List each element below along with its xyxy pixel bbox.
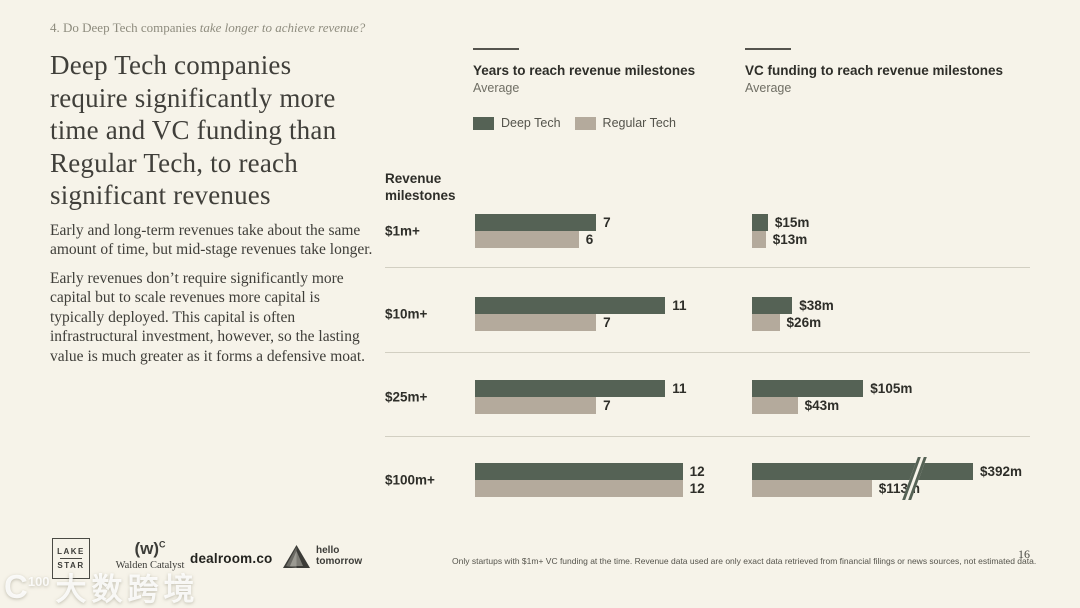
legend-item-regular-tech: Regular Tech bbox=[574, 116, 676, 130]
body-paragraph-2: Early revenues don’t require significant… bbox=[50, 269, 366, 365]
funding-regular-bar bbox=[752, 480, 872, 497]
years-regular-value: 6 bbox=[585, 232, 594, 247]
hello-tomorrow-label: hello tomorrow bbox=[316, 545, 363, 567]
funding-deep-bar bbox=[752, 297, 793, 314]
years-regular-value: 7 bbox=[603, 315, 611, 330]
milestone-row-1m: $1m+ 7 6 $15m $13m bbox=[385, 214, 1030, 248]
funding-deep-value: $105m bbox=[870, 381, 913, 396]
dealroom-logo: dealroom.co bbox=[190, 551, 273, 566]
chart2-subtitle: Average bbox=[745, 81, 792, 95]
funding-regular-bar bbox=[752, 231, 766, 248]
lakestar-logo-line1: LAKE bbox=[57, 547, 85, 556]
deep-tech-swatch-icon bbox=[473, 116, 494, 130]
hello-tomorrow-icon bbox=[283, 545, 310, 568]
funding-deep-value: $38m bbox=[799, 298, 834, 313]
milestone-label: $1m+ bbox=[385, 223, 420, 239]
years-regular-value: 7 bbox=[603, 398, 611, 413]
funding-deep-value: $392m bbox=[980, 464, 1023, 479]
years-deep-bar bbox=[475, 214, 597, 231]
years-bars: 11 7 bbox=[475, 380, 687, 414]
body-paragraph-1: Early and long-term revenues take about … bbox=[50, 221, 373, 259]
watermark-logo-icon: C100 bbox=[4, 567, 50, 605]
milestone-label: $25m+ bbox=[385, 389, 428, 405]
years-regular-bar bbox=[475, 397, 597, 414]
funding-regular-value: $26m bbox=[786, 315, 822, 330]
funding-deep-bar bbox=[752, 214, 768, 231]
milestone-row-25m: $25m+ 11 7 $105m $43m bbox=[385, 380, 1030, 414]
milestone-row-100m: $100m+ 12 12 $392m $113m bbox=[385, 457, 1030, 500]
years-regular-bar bbox=[475, 314, 597, 331]
legend-item-deep-tech: Deep Tech bbox=[473, 116, 561, 130]
eyebrow-italic: take longer to achieve revenue? bbox=[199, 20, 366, 35]
footnote: Only startups with $1m+ VC funding at th… bbox=[452, 556, 1037, 566]
chart2-header: VC funding to reach revenue milestones A… bbox=[745, 48, 1003, 95]
years-deep-bar bbox=[475, 380, 666, 397]
chart1-subtitle: Average bbox=[473, 81, 520, 95]
funding-regular-value: $13m bbox=[772, 232, 808, 247]
milestone-row-10m: $10m+ 11 7 $38m $26m bbox=[385, 297, 1030, 331]
chart1-title: Years to reach revenue milestones bbox=[473, 63, 696, 78]
legend-label-regular-tech: Regular Tech bbox=[602, 116, 676, 130]
years-deep-value: 11 bbox=[672, 298, 687, 313]
row-axis-header: Revenue milestones bbox=[385, 171, 456, 203]
funding-bars: $392m $113m bbox=[752, 457, 1023, 500]
years-regular-bar bbox=[475, 480, 683, 497]
years-deep-bar bbox=[475, 463, 683, 480]
years-deep-value: 11 bbox=[672, 381, 687, 396]
funding-bars: $15m $13m bbox=[752, 214, 809, 248]
funding-deep-bar-broken bbox=[752, 457, 973, 500]
funding-bars: $38m $26m bbox=[752, 297, 834, 331]
funding-regular-value: $43m bbox=[804, 398, 840, 413]
funding-regular-bar bbox=[752, 397, 798, 414]
legend-label-deep-tech: Deep Tech bbox=[501, 116, 561, 130]
funding-deep-bar bbox=[752, 380, 864, 397]
hello-tomorrow-logo: hello tomorrow bbox=[283, 545, 362, 568]
chart2-overline bbox=[745, 48, 791, 50]
lakestar-logo: LAKE STAR bbox=[52, 538, 90, 579]
chart1-overline bbox=[473, 48, 519, 50]
years-regular-bar bbox=[475, 231, 579, 248]
lakestar-logo-divider bbox=[60, 558, 82, 559]
eyebrow-regular: 4. Do Deep Tech companies bbox=[50, 20, 200, 35]
years-deep-value: 7 bbox=[603, 215, 611, 230]
row-separator bbox=[385, 436, 1030, 437]
walden-catalyst-logo: (w)C Walden Catalyst bbox=[110, 539, 190, 571]
section-eyebrow: 4. Do Deep Tech companies take longer to… bbox=[50, 20, 376, 36]
page-number: 16 bbox=[1018, 547, 1030, 561]
chart2-title: VC funding to reach revenue milestones bbox=[745, 63, 1004, 78]
page-title: Deep Tech companies require significantl… bbox=[50, 50, 337, 210]
lakestar-logo-line2: STAR bbox=[57, 561, 85, 570]
row-separator bbox=[385, 267, 1030, 268]
walden-catalyst-mark-icon: (w)C bbox=[134, 539, 166, 558]
years-regular-value: 12 bbox=[689, 481, 705, 496]
row-separator bbox=[385, 352, 1030, 353]
funding-regular-bar bbox=[752, 314, 780, 331]
chart-legend: Deep Tech Regular Tech bbox=[473, 116, 676, 130]
milestone-label: $100m+ bbox=[385, 472, 435, 488]
chart1-header: Years to reach revenue milestones Averag… bbox=[473, 48, 695, 95]
years-bars: 11 7 bbox=[475, 297, 687, 331]
milestone-label: $10m+ bbox=[385, 306, 428, 322]
years-bars: 7 6 bbox=[475, 214, 611, 248]
funding-bars: $105m $43m bbox=[752, 380, 912, 414]
left-column: 4. Do Deep Tech companies take longer to… bbox=[50, 20, 376, 366]
regular-tech-swatch-icon bbox=[574, 116, 596, 130]
walden-catalyst-label: Walden Catalyst bbox=[115, 560, 185, 571]
years-bars: 12 12 bbox=[475, 463, 705, 497]
years-deep-bar bbox=[475, 297, 666, 314]
funding-deep-value: $15m bbox=[774, 215, 810, 230]
years-deep-value: 12 bbox=[689, 464, 705, 479]
